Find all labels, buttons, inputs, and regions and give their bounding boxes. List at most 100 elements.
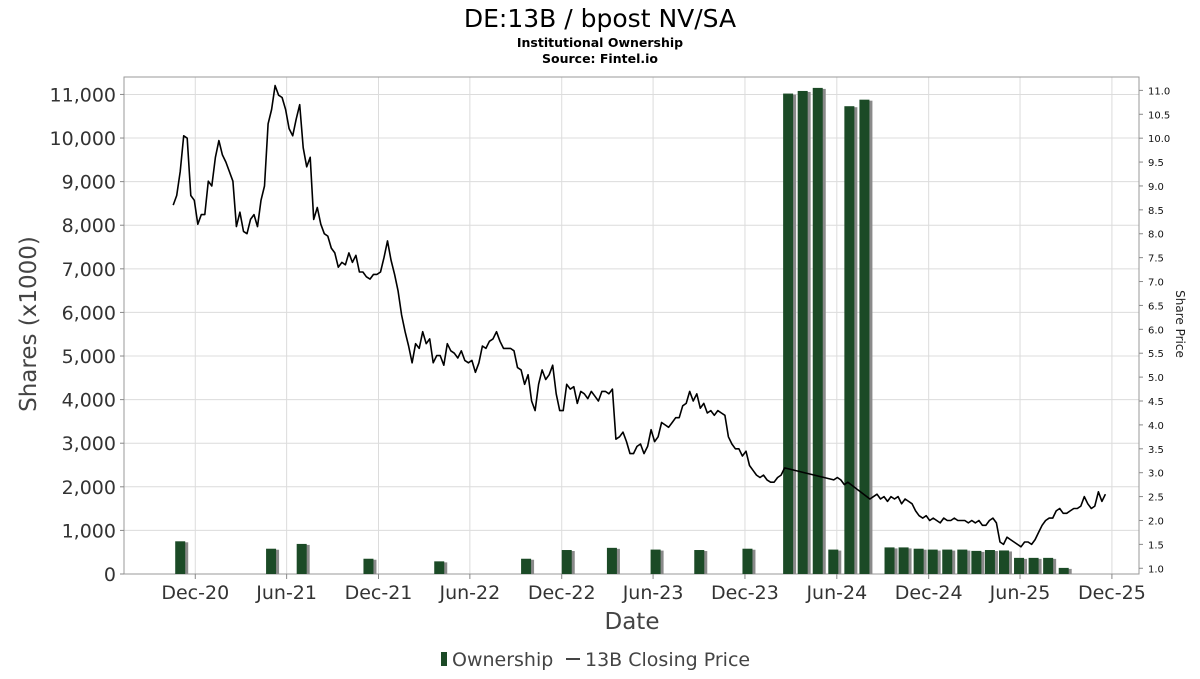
x-tick-label: Dec-21: [345, 582, 413, 604]
ownership-bar: [742, 548, 756, 574]
x-tick-label: Dec-22: [528, 582, 596, 604]
ownership-bar-fill: [175, 541, 186, 574]
ownership-bar-fill: [650, 549, 661, 574]
y2-tick-label: 6.5: [1148, 301, 1164, 312]
y-axis-right-label: Share Price: [1173, 290, 1187, 358]
y2-tick-label: 8.0: [1148, 230, 1164, 241]
y2-tick-label: 7.0: [1148, 278, 1164, 289]
ownership-bar-fill: [913, 548, 924, 574]
ownership-bar: [694, 550, 708, 574]
ownership-bar: [984, 550, 998, 574]
ownership-bar: [828, 549, 842, 574]
ownership-bar-fill: [606, 547, 617, 574]
legend-ownership-label: Ownership: [452, 649, 553, 671]
ownership-bar-fill: [363, 558, 374, 574]
ownership-bar-fill: [812, 87, 823, 575]
ownership-bar: [971, 550, 985, 574]
y-tick-label: 6,000: [62, 302, 116, 324]
x-tick-label: Dec-20: [161, 582, 229, 604]
y-tick-label: 1,000: [62, 520, 116, 542]
ownership-bar: [844, 106, 858, 574]
y2-tick-label: 4.0: [1148, 421, 1164, 432]
ownership-bar-fill: [694, 550, 705, 574]
y2-tick-label: 8.5: [1148, 206, 1164, 217]
y2-tick-label: 10.5: [1148, 110, 1170, 121]
ownership-bar-fill: [828, 549, 839, 574]
ownership-bar-fill: [884, 547, 895, 574]
ownership-bar-fill: [927, 549, 938, 574]
ownership-bar-fill: [434, 561, 445, 574]
ownership-bar-fill: [742, 548, 753, 574]
x-tick-label: Dec-24: [895, 582, 963, 604]
ownership-bar-fill: [783, 93, 794, 575]
ownership-bar: [913, 548, 927, 574]
ownership-bar: [884, 547, 898, 574]
ownership-bar-fill: [844, 106, 855, 574]
x-tick-label: Dec-25: [1078, 582, 1146, 604]
ownership-bar: [1028, 557, 1042, 574]
ownership-bar-fill: [859, 99, 870, 575]
y2-tick-label: 10.0: [1148, 134, 1170, 145]
ownership-bar: [650, 549, 664, 574]
y2-tick-label: 11.0: [1148, 86, 1170, 97]
ownership-bar: [998, 550, 1012, 574]
ownership-bar: [783, 93, 797, 575]
y-tick-label: 9,000: [62, 172, 116, 194]
y2-tick-label: 5.5: [1148, 349, 1164, 360]
ownership-bar: [797, 90, 811, 575]
y2-tick-label: 1.0: [1148, 564, 1164, 575]
ownership-bar: [927, 549, 941, 574]
x-tick-label: Jun-24: [805, 582, 867, 604]
ownership-bar-fill: [898, 547, 909, 574]
y2-tick-label: 4.5: [1148, 397, 1164, 408]
x-tick-label: Dec-23: [711, 582, 779, 604]
x-tick-label: Jun-23: [622, 582, 684, 604]
ownership-bar: [266, 548, 280, 574]
ownership-bar: [606, 547, 620, 574]
x-tick-label: Jun-25: [989, 582, 1051, 604]
y-axis-right: 1.0 1.5 2.0 2.5 3.0 3.5 4.0 4.5 5.0 5.5 6.0 6.5 7.0 7…: [1139, 86, 1170, 575]
y2-tick-label: 3.0: [1148, 469, 1164, 480]
plot-frame: [123, 76, 1140, 575]
ownership-bar-fill: [296, 543, 307, 574]
legend: Ownership 13B Closing Price: [441, 649, 750, 671]
ownership-bar: [898, 547, 912, 574]
y-axis-label: Shares (x1000): [16, 236, 42, 412]
ownership-bar: [1014, 557, 1028, 574]
ownership-bar-fill: [1043, 557, 1054, 574]
chart-subtitle: Institutional Ownership: [517, 35, 683, 50]
ownership-bar: [363, 558, 377, 574]
price-line: [172, 84, 1107, 548]
ownership-bar: [859, 99, 873, 575]
ownership-bar: [1058, 567, 1072, 574]
x-axis-label: Date: [605, 609, 660, 635]
ownership-bar-fill: [521, 558, 532, 574]
y2-tick-label: 7.5: [1148, 254, 1164, 265]
y-tick-label: 8,000: [62, 215, 116, 237]
ownership-bar-fill: [266, 548, 277, 574]
chart-title: DE:13B / bpost NV/SA: [464, 4, 736, 33]
y-tick-label: 10,000: [50, 128, 116, 150]
y2-tick-label: 2.5: [1148, 493, 1164, 504]
ownership-bar: [957, 549, 971, 574]
x-axis: Dec-20 Jun-21 Dec-21 Jun-22 Dec-22 Jun-23 Dec-…: [161, 574, 1146, 604]
ownership-bar-fill: [561, 550, 572, 574]
y-tick-label: 3,000: [62, 433, 116, 455]
x-tick-label: Jun-22: [438, 582, 500, 604]
chart-source: Source: Fintel.io: [542, 51, 658, 66]
legend-ownership-swatch: [441, 652, 447, 666]
legend-price-label: 13B Closing Price: [585, 649, 750, 671]
ownership-bar: [942, 549, 956, 574]
ownership-bar: [521, 558, 535, 574]
y2-tick-label: 3.5: [1148, 445, 1164, 456]
y-tick-label: 0: [104, 564, 116, 586]
ownership-bar-fill: [998, 550, 1009, 574]
x-tick-label: Jun-21: [255, 582, 317, 604]
y2-tick-label: 6.0: [1148, 325, 1164, 336]
y2-tick-label: 9.5: [1148, 158, 1164, 169]
y-axis-left: 0 1,000 2,000 3,000 4,000 5,000 6,000 7,000 8,00…: [50, 84, 124, 586]
y2-tick-label: 9.0: [1148, 182, 1164, 193]
ownership-bar: [1043, 557, 1057, 574]
